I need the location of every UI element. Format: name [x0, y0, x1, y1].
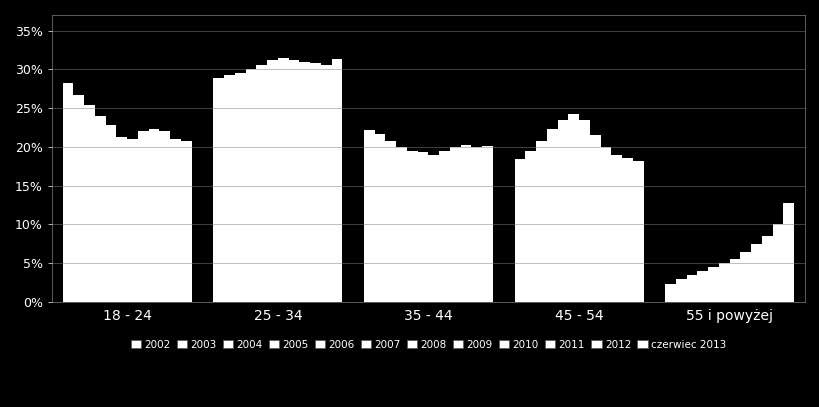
Bar — [406, 151, 417, 302]
Bar — [546, 129, 557, 302]
Bar — [256, 66, 267, 302]
Bar — [170, 139, 181, 302]
Bar — [718, 263, 729, 302]
Bar — [771, 224, 782, 302]
Bar — [557, 120, 568, 302]
Bar — [417, 152, 428, 302]
Bar — [471, 147, 482, 302]
Bar — [127, 139, 138, 302]
Bar — [310, 63, 320, 302]
Bar — [138, 131, 148, 302]
Bar — [84, 105, 95, 302]
Bar — [234, 73, 245, 302]
Bar — [600, 147, 611, 302]
Bar — [299, 61, 310, 302]
Bar — [95, 116, 106, 302]
Bar — [364, 130, 374, 302]
Bar — [116, 137, 127, 302]
Bar — [740, 252, 750, 302]
Bar — [320, 66, 331, 302]
Bar — [568, 114, 578, 302]
Bar — [622, 158, 632, 302]
Bar — [331, 59, 342, 302]
Bar — [278, 58, 288, 302]
Bar — [589, 135, 600, 302]
Legend: 2002, 2003, 2004, 2005, 2006, 2007, 2008, 2009, 2010, 2011, 2012, czerwiec 2013: 2002, 2003, 2004, 2005, 2006, 2007, 2008… — [126, 336, 730, 354]
Bar — [611, 155, 622, 302]
Bar — [374, 133, 385, 302]
Bar — [288, 60, 299, 302]
Bar — [245, 68, 256, 302]
Bar — [62, 83, 74, 302]
Bar — [632, 161, 643, 302]
Bar — [267, 60, 278, 302]
Bar — [675, 280, 686, 302]
Bar — [761, 236, 771, 302]
Bar — [686, 275, 697, 302]
Bar — [148, 129, 159, 302]
Bar — [450, 147, 460, 302]
Bar — [213, 78, 224, 302]
Bar — [514, 159, 525, 302]
Bar — [385, 141, 396, 302]
Bar — [578, 120, 589, 302]
Bar — [697, 271, 708, 302]
Bar — [106, 125, 116, 302]
Bar — [439, 151, 450, 302]
Bar — [782, 203, 794, 302]
Bar — [750, 244, 761, 302]
Bar — [181, 141, 192, 302]
Bar — [74, 95, 84, 302]
Bar — [525, 151, 536, 302]
Bar — [708, 267, 718, 302]
Bar — [664, 284, 675, 302]
Bar — [482, 146, 492, 302]
Bar — [729, 259, 740, 302]
Bar — [224, 75, 234, 302]
Bar — [460, 145, 471, 302]
Bar — [396, 147, 406, 302]
Bar — [159, 131, 170, 302]
Bar — [428, 155, 439, 302]
Bar — [536, 141, 546, 302]
